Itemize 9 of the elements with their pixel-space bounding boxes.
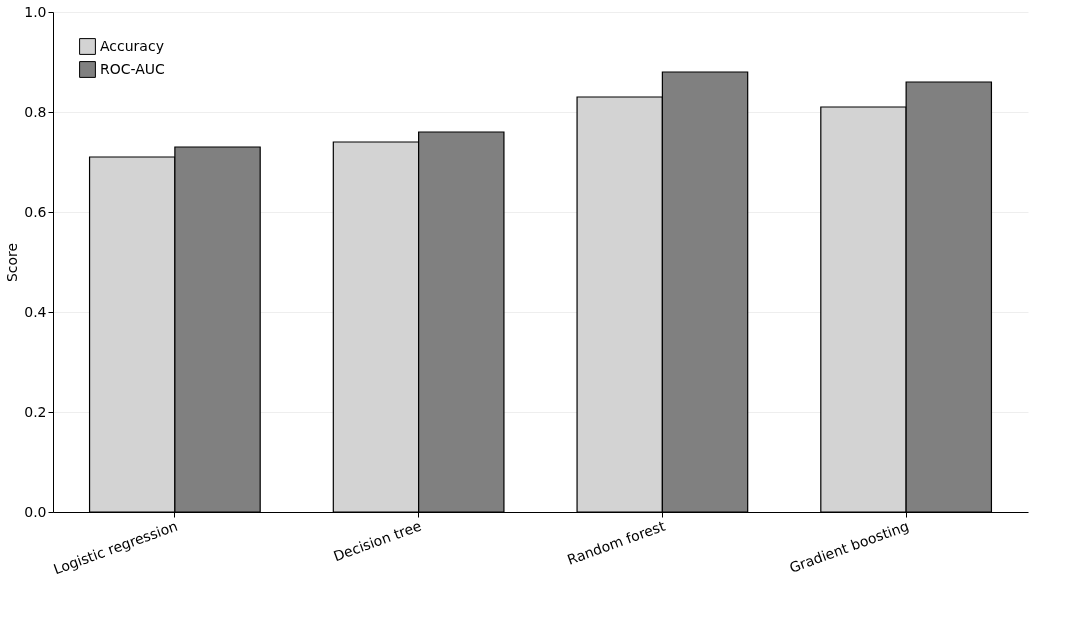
legend-label: Accuracy xyxy=(100,37,164,54)
y-tick-label: 0.2 xyxy=(24,403,47,420)
y-tick-label: 0.6 xyxy=(24,203,47,220)
y-axis-title: Score xyxy=(4,242,21,283)
legend-label: ROC-AUC xyxy=(100,60,166,77)
y-tick-label: 0.0 xyxy=(24,503,47,520)
y-tick-label: 1.0 xyxy=(24,3,47,20)
y-tick-label: 0.8 xyxy=(24,103,47,120)
y-tick-label: 0.4 xyxy=(24,303,47,320)
